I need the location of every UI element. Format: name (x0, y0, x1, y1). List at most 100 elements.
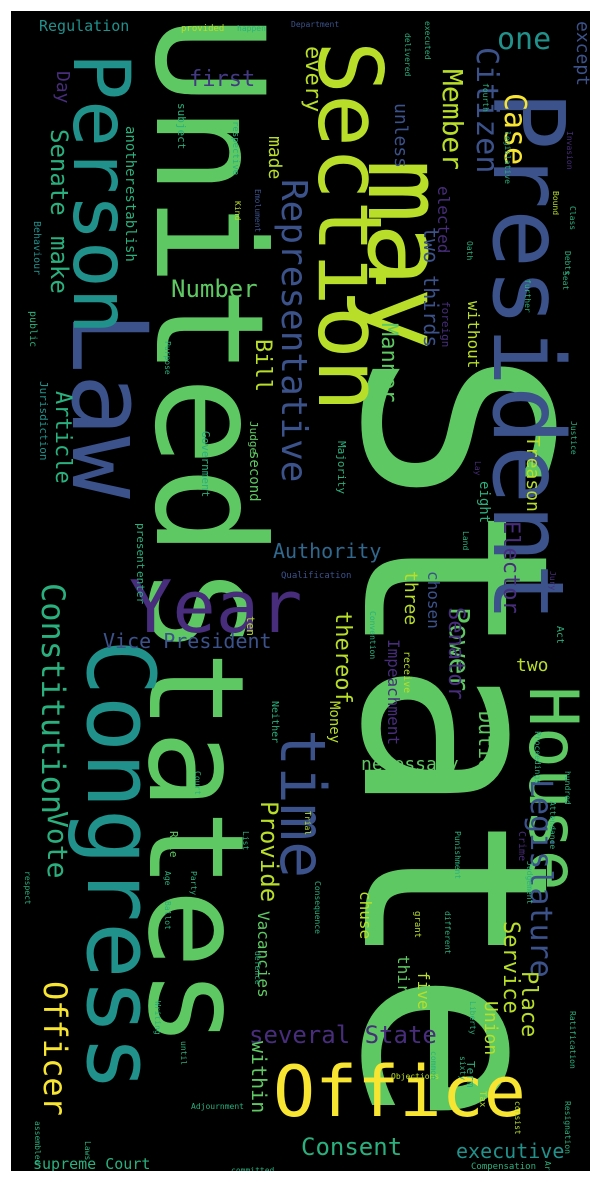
word-liberty: Liberty (468, 1001, 477, 1035)
word-eight: eight (476, 481, 492, 524)
word-consent: Consent (301, 1133, 403, 1161)
word-writing: Writing (153, 1001, 162, 1035)
word-trial: Trial (303, 811, 312, 836)
word-attendance: Attendance (548, 801, 557, 850)
word-regulation: Regulation (39, 17, 130, 35)
word-congress: Congress (65, 639, 174, 1092)
word-first: first (189, 67, 256, 92)
word-respect: respect (23, 871, 32, 905)
word-judge: Judge (247, 421, 260, 455)
word-sixty: sixty (458, 1056, 467, 1081)
word-behaviour: Behaviour (31, 221, 42, 276)
word-act: Act (554, 626, 565, 645)
word-money: Money (326, 701, 342, 744)
word-senator: Senator (443, 607, 468, 700)
word-supreme-court: supreme Court (33, 1155, 151, 1172)
word-grant: grant (412, 911, 422, 939)
word-committed: committed (231, 1166, 275, 1172)
word-resignation: Resignation (563, 1101, 572, 1154)
word-except: except (572, 21, 590, 87)
word-union: Union (480, 1001, 501, 1056)
word-lay: Lay (473, 461, 482, 476)
word-without: without (464, 301, 483, 369)
word-proceedings: Proceedings (533, 731, 542, 784)
word-vice-president: Vice President (103, 629, 272, 653)
word-happen: happen (237, 24, 266, 33)
word-delivered: delivered (403, 33, 412, 77)
word-punishment: Punishment (453, 831, 462, 880)
word-ballot: Ballot (163, 901, 172, 930)
word-place: Place (516, 971, 541, 1038)
word-within: within (247, 1041, 271, 1114)
word-seat: Seat (561, 271, 570, 291)
word-oath: Oath (465, 241, 474, 261)
word-foreign: foreign (439, 301, 452, 348)
word-different: different (443, 911, 452, 955)
word-five: five (414, 971, 433, 1010)
word-every: every (300, 46, 325, 113)
word-vote: Vote (41, 811, 74, 879)
word-emolument: Emolument (253, 189, 262, 233)
word-common: common (429, 1051, 438, 1080)
word-tax: Tax (477, 1091, 487, 1108)
word-treason: Treason (522, 436, 543, 512)
word-number: Number (171, 275, 258, 303)
word-qualification: Qualification (281, 571, 352, 581)
word-ratification: Ratification (568, 1011, 577, 1069)
word-subject: subject (175, 103, 188, 150)
word-rule: Rule (167, 831, 180, 858)
word-bound: Bound (551, 191, 560, 216)
word-consequence: Consequence (313, 881, 322, 934)
word-list: List (241, 831, 250, 851)
word-executive: executive (456, 1139, 565, 1163)
word-until: until (179, 1041, 188, 1066)
word-three: three (400, 571, 421, 626)
word-compensation: Compensation (471, 1162, 537, 1172)
word-arms: Arms (543, 1161, 552, 1171)
word-elector: Elector (498, 521, 523, 614)
word-representative: Representative (273, 179, 314, 483)
word-respective: respective (230, 121, 240, 176)
word-office: Office (273, 1051, 526, 1133)
word-fourth: fourth (481, 83, 490, 112)
word-purpose: Purpose (163, 341, 172, 375)
word-party: Party (189, 871, 198, 896)
word-justice: Justice (569, 421, 578, 455)
word-day: Day (52, 71, 73, 104)
word-member: Member (436, 69, 469, 171)
word-adjournment: Adjournment (191, 1102, 244, 1111)
word-receive: receive (401, 651, 412, 694)
word-thereof: thereof (330, 611, 355, 704)
word-age: Age (163, 871, 172, 886)
word-kind: Kind (233, 201, 242, 221)
word-one: one (497, 22, 552, 57)
word-thirty: thirty (394, 955, 413, 1013)
word-constitution: Constitution (34, 583, 72, 815)
word-second: second (246, 451, 262, 502)
word-chuse: chuse (356, 891, 375, 940)
word-two-thirds: two thirds (419, 227, 443, 348)
word-officer: Officer (36, 981, 74, 1116)
word-manner: Manner (376, 323, 401, 403)
word-bill: Bill (250, 339, 275, 392)
word-jurisdiction: Jurisdiction (37, 381, 50, 461)
word-establish: establish (122, 186, 138, 262)
word-objections: Objections (391, 1072, 440, 1081)
word-provide: Provide (255, 801, 283, 903)
word-department: Department (291, 20, 340, 29)
word-executed: executed (423, 21, 432, 60)
word-land: Land (461, 531, 470, 551)
word-hundred: hundred (563, 771, 572, 805)
word-two: two (516, 655, 549, 676)
word-legislative: legislative (503, 131, 512, 184)
word-unless: unless (390, 103, 411, 169)
word-make: make (45, 236, 73, 294)
word-convention: Convention (368, 611, 377, 660)
word-court: Court (193, 771, 202, 796)
word-judgement: Judgement (525, 861, 534, 905)
word-made: made (264, 136, 285, 180)
word-laws: Laws (83, 1141, 92, 1161)
word-necessary: necessary (361, 754, 459, 775)
word-impeachment: Impeachment (384, 639, 403, 745)
word-jury: Jury (548, 571, 557, 591)
